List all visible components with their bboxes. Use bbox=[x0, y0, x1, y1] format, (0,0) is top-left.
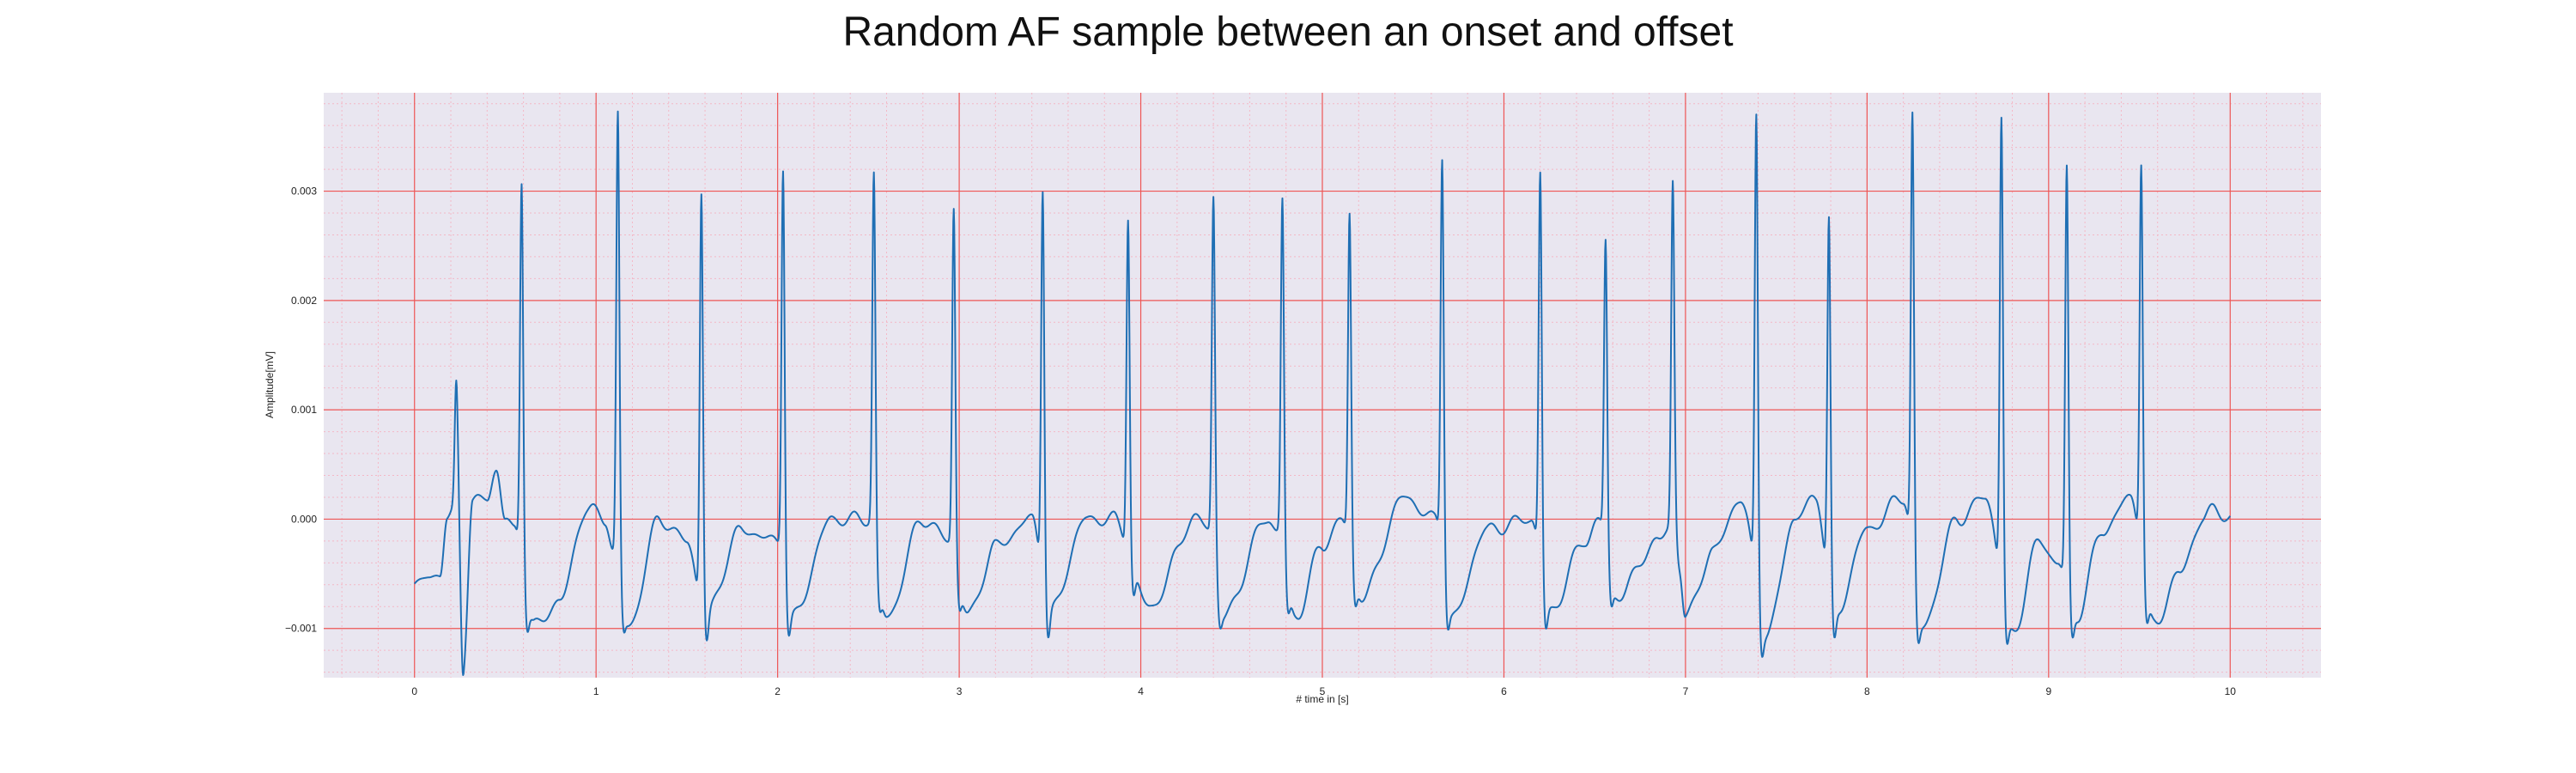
y-tick-label: 0.003 bbox=[291, 186, 317, 198]
y-tick-label: 0.000 bbox=[291, 513, 317, 525]
y-tick-label: 0.001 bbox=[291, 404, 317, 416]
major-grid bbox=[324, 93, 2321, 678]
series-line bbox=[413, 110, 2232, 677]
x-tick-label: 2 bbox=[775, 685, 781, 697]
y-axis-label: Amplitude[mV] bbox=[264, 351, 276, 418]
x-tick-label: 7 bbox=[1683, 685, 1689, 697]
series-layer bbox=[413, 110, 2232, 677]
chart-title: Random AF sample between an onset and of… bbox=[842, 9, 1734, 55]
x-tick-label: 8 bbox=[1864, 685, 1870, 697]
x-tick-label: 1 bbox=[593, 685, 599, 697]
x-tick-label: 9 bbox=[2045, 685, 2051, 697]
x-tick-label: 6 bbox=[1501, 685, 1507, 697]
x-tick-label: 0 bbox=[411, 685, 417, 697]
tick-layer: 0 1 2 3 4 5 6 7 8 9 10 −0.001 0.000 0.001 0.002 0.003 bbox=[285, 186, 2236, 697]
x-tick-label: 10 bbox=[2225, 685, 2237, 697]
x-tick-label: 5 bbox=[1320, 685, 1326, 697]
x-axis-label: # time in [s] bbox=[1296, 693, 1348, 705]
x-tick-label: 3 bbox=[957, 685, 963, 697]
y-tick-label: −0.001 bbox=[285, 623, 317, 635]
x-tick-label: 4 bbox=[1138, 685, 1144, 697]
y-tick-label: 0.002 bbox=[291, 295, 317, 307]
